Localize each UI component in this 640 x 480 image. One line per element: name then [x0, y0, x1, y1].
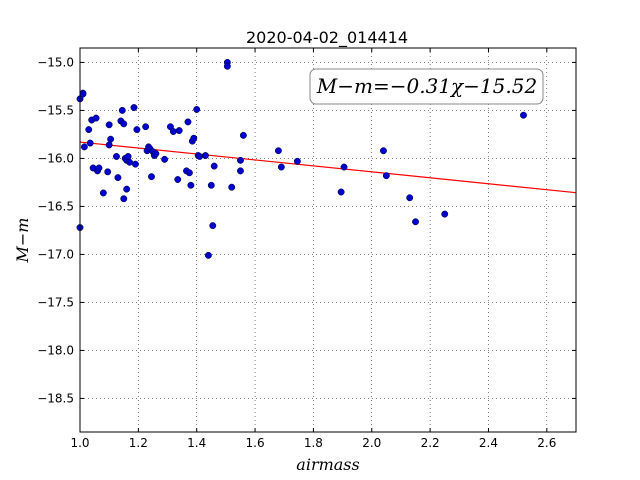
grid-lines: [79, 48, 576, 432]
data-point: [382, 172, 390, 180]
data-point: [412, 218, 419, 226]
data-point: [86, 139, 94, 147]
plot-frame: [79, 47, 577, 433]
data-point: [131, 160, 139, 168]
data-point: [237, 167, 244, 175]
data-point: [293, 157, 301, 165]
data-point: [223, 62, 231, 70]
x-axis-label: airmass: [296, 455, 359, 474]
data-point: [123, 185, 131, 193]
data-point: [379, 147, 387, 155]
fit-line: [79, 141, 577, 194]
data-point: [120, 195, 128, 203]
data-point: [204, 251, 212, 259]
y-tick-label: −16.5: [37, 199, 74, 213]
y-axis-label: M−m: [13, 218, 32, 264]
annotation-text: M−m=−0.31χ−15.52: [316, 74, 537, 98]
x-tick-label: 2.2: [421, 436, 440, 450]
x-tick-label: 2.0: [362, 436, 381, 450]
data-point: [406, 194, 414, 202]
data-point: [210, 162, 218, 170]
data-point: [148, 173, 155, 181]
y-tick-label: −18.0: [37, 343, 74, 357]
data-point: [169, 128, 177, 135]
x-tick-label: 1.8: [304, 436, 323, 450]
data-point: [133, 126, 141, 134]
data-point: [185, 169, 193, 177]
data-point: [202, 152, 209, 159]
data-point: [228, 183, 236, 191]
data-point: [187, 181, 195, 189]
data-point: [152, 150, 160, 158]
y-tick-label: −15.0: [37, 55, 74, 69]
data-point: [105, 141, 113, 149]
data-point: [274, 147, 282, 155]
data-point: [118, 106, 126, 114]
data-point: [104, 168, 112, 176]
y-tick-label: −16.0: [37, 151, 74, 165]
data-point: [126, 158, 134, 166]
data-point: [237, 156, 244, 164]
annotation-box: [309, 68, 544, 105]
data-point: [340, 163, 348, 171]
data-point: [184, 118, 192, 126]
x-tick-label: 2.6: [537, 436, 556, 450]
data-point: [92, 114, 100, 122]
fit-line-group: [79, 141, 577, 194]
y-tick-label: −15.5: [37, 103, 74, 117]
chart-title: 2020-04-02_014414: [246, 28, 408, 48]
data-point: [79, 90, 87, 98]
data-point: [120, 120, 128, 128]
x-tick-label: 1.4: [187, 436, 206, 450]
data-point: [209, 222, 217, 230]
x-tick-label: 1.6: [246, 436, 265, 450]
data-point: [105, 121, 113, 129]
data-point: [175, 127, 183, 135]
data-point: [161, 155, 169, 163]
data-point: [95, 164, 103, 172]
x-tick-label: 1.0: [70, 436, 89, 450]
axis-ticks: 1.0 1.2 1.4 1.6 1.8 2.0 2.2 2.4 2.6 −15.0 −15.5 −16…: [37, 48, 576, 450]
data-point: [142, 123, 150, 131]
data-point: [337, 188, 345, 196]
data-point: [124, 153, 132, 160]
data-point: [99, 189, 107, 197]
x-tick-label: 2.4: [479, 436, 498, 450]
data-point: [441, 210, 449, 218]
y-tick-label: −18.5: [37, 391, 74, 405]
data-point: [174, 176, 182, 183]
x-tick-label: 1.2: [129, 436, 148, 450]
y-tick-label: −17.0: [37, 247, 74, 261]
data-point: [114, 174, 122, 182]
data-point: [239, 131, 247, 139]
data-point: [196, 153, 204, 160]
data-point: [85, 126, 93, 134]
data-point: [130, 104, 138, 111]
fit-annotation: M−m=−0.31χ−15.52: [309, 68, 544, 105]
y-tick-label: −17.5: [37, 295, 74, 309]
data-point: [80, 143, 88, 151]
data-point: [113, 153, 120, 160]
data-point: [520, 111, 527, 119]
data-point: [277, 163, 285, 171]
data-point: [207, 181, 215, 189]
data-points: [76, 58, 527, 259]
data-point: [107, 135, 115, 143]
data-point: [193, 105, 201, 113]
data-point: [190, 134, 198, 142]
